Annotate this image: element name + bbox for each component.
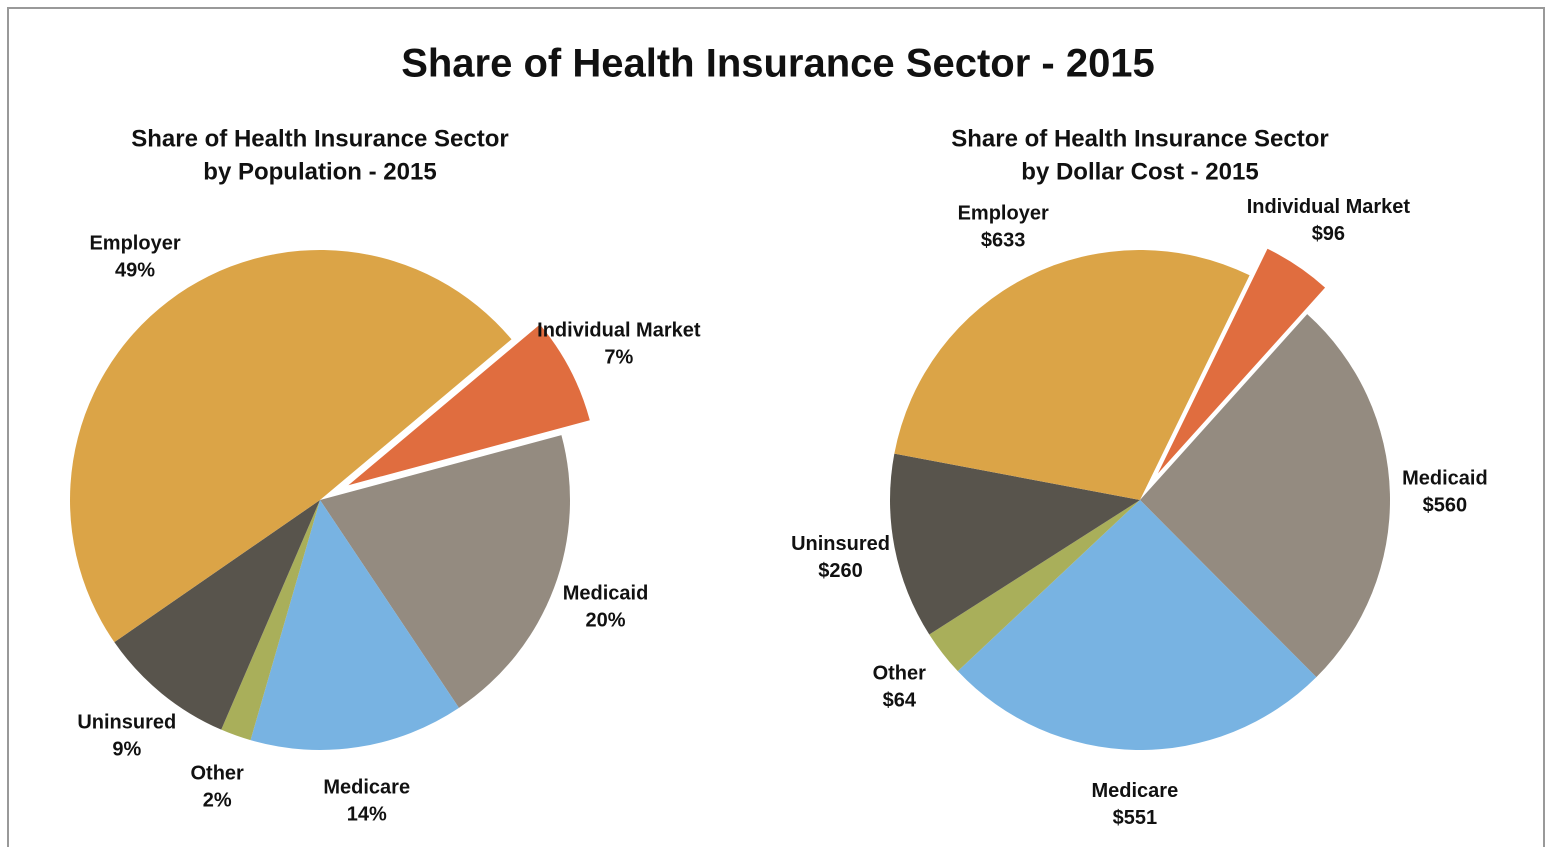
- slice-value-label: 7%: [604, 347, 633, 369]
- pie-slice: [250, 500, 459, 751]
- slice-label: Medicare: [1092, 780, 1179, 802]
- slice-value-label: $64: [883, 690, 917, 712]
- chart-title: by Dollar Cost - 2015: [1021, 158, 1258, 185]
- frame: [7, 7, 1545, 847]
- chart-title: Share of Health Insurance Sector: [131, 125, 508, 152]
- slice-value-label: 49%: [115, 260, 155, 282]
- pie-slice: [221, 500, 320, 741]
- slice-value-label: $260: [818, 560, 863, 582]
- pie-slice: [1157, 248, 1326, 474]
- chart-title: Share of Health Insurance Sector: [951, 125, 1328, 152]
- slice-value-label: $560: [1423, 495, 1468, 517]
- pie-slice: [1140, 314, 1390, 678]
- slice-label: Medicaid: [1402, 468, 1488, 490]
- pie-slice: [69, 249, 512, 643]
- pie-slice: [890, 453, 1140, 635]
- slice-label: Employer: [958, 203, 1049, 225]
- slice-value-label: 9%: [112, 738, 141, 760]
- slice-value-label: 20%: [585, 610, 625, 632]
- slice-value-label: 14%: [347, 804, 387, 826]
- slice-label: Medicaid: [563, 583, 649, 605]
- slice-label: Individual Market: [1247, 196, 1411, 218]
- slice-value-label: $551: [1113, 807, 1158, 829]
- pie-slice: [894, 250, 1250, 500]
- pie-slice: [957, 500, 1317, 751]
- slice-label: Medicare: [323, 777, 410, 799]
- pie-slice: [320, 435, 571, 708]
- slice-value-label: $96: [1312, 223, 1345, 245]
- slice-label: Employer: [89, 233, 180, 255]
- pie-slice: [929, 500, 1140, 672]
- pie-slice: [348, 324, 590, 486]
- page-title: Share of Health Insurance Sector - 2015: [401, 42, 1155, 86]
- slice-label: Individual Market: [537, 320, 701, 342]
- slice-label: Other: [873, 663, 927, 685]
- chart-title: by Population - 2015: [203, 158, 436, 185]
- slice-label: Uninsured: [791, 533, 890, 555]
- slice-value-label: $633: [981, 230, 1026, 252]
- slice-label: Uninsured: [77, 711, 176, 733]
- pie-slice: [114, 500, 320, 730]
- slice-label: Other: [190, 762, 244, 784]
- slice-value-label: 2%: [203, 789, 232, 811]
